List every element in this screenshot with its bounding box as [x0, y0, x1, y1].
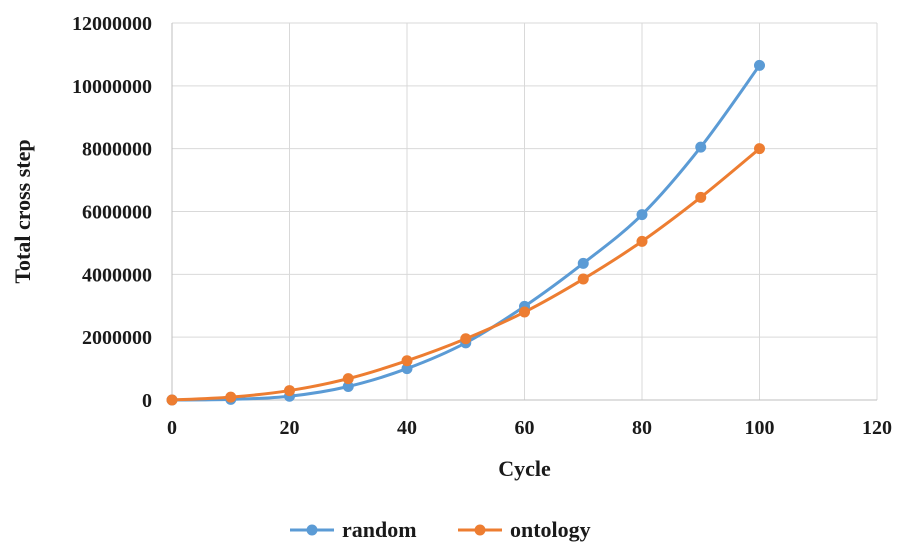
x-axis-title: Cycle — [498, 456, 551, 481]
data-point-ontology — [460, 333, 472, 345]
series-layer — [166, 59, 765, 406]
data-point-random — [695, 141, 707, 153]
legend-label-random: random — [342, 517, 417, 542]
y-tick-label: 0 — [142, 390, 152, 412]
grid-layer — [172, 22, 878, 400]
legend: random ontology — [290, 517, 591, 542]
x-tick-label: 60 — [515, 417, 535, 439]
data-point-ontology — [284, 385, 295, 397]
x-tick-label: 100 — [745, 417, 775, 439]
legend-item-ontology: ontology — [458, 517, 591, 542]
x-tick-label: 120 — [862, 417, 892, 439]
x-tick-label: 40 — [397, 417, 417, 439]
legend-marker-random — [306, 524, 318, 536]
y-tick-label: 6000000 — [82, 202, 152, 224]
data-point-random — [342, 380, 354, 392]
data-point-ontology — [636, 235, 648, 247]
data-point-random — [577, 257, 589, 269]
series-line-ontology — [171, 147, 761, 402]
y-tick-label: 8000000 — [82, 139, 152, 161]
x-tick-label: 0 — [167, 417, 177, 439]
data-point-random — [636, 209, 648, 221]
data-point-random — [754, 59, 765, 71]
data-point-ontology — [754, 143, 765, 155]
data-point-ontology — [342, 373, 354, 385]
label-layer: Cycle Total cross step 0 2000000 4000000 60… — [10, 13, 892, 481]
data-point-random — [401, 363, 413, 375]
data-point-ontology — [577, 273, 589, 285]
y-axis-title: Total cross step — [10, 139, 35, 283]
y-tick-label: 2000000 — [82, 327, 152, 349]
data-point-ontology — [695, 191, 707, 203]
data-point-ontology — [401, 355, 413, 367]
y-tick-label: 10000000 — [72, 76, 152, 98]
y-tick-label: 4000000 — [82, 264, 152, 286]
x-tick-label: 20 — [280, 417, 300, 439]
data-point-ontology — [166, 394, 178, 406]
x-tick-label: 80 — [632, 417, 652, 439]
legend-marker-ontology — [474, 524, 486, 536]
legend-item-random: random — [290, 517, 417, 542]
y-tick-label: 12000000 — [72, 13, 152, 35]
series-line-random — [171, 64, 761, 402]
data-point-ontology — [225, 391, 237, 403]
data-point-ontology — [519, 306, 530, 318]
legend-label-ontology: ontology — [510, 517, 591, 542]
